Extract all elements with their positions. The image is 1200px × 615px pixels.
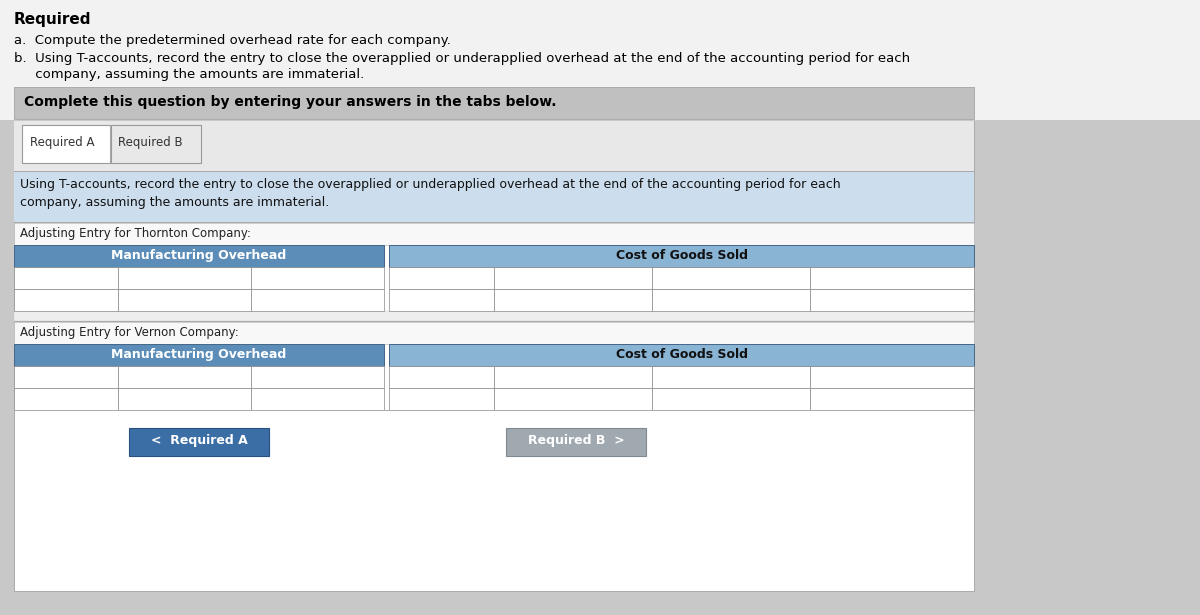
Bar [118,388,251,410]
Text: Required B  >: Required B > [528,434,624,447]
Bar [14,366,118,388]
Bar [653,267,810,289]
Bar [251,388,384,410]
Text: b.  Using T-accounts, record the entry to close the overapplied or underapplied : b. Using T-accounts, record the entry to… [14,52,910,65]
Bar [251,267,384,289]
Text: Required A: Required A [30,136,95,149]
Bar [389,344,974,366]
Bar [14,311,974,321]
Text: Using T-accounts, record the entry to close the overapplied or underapplied over: Using T-accounts, record the entry to cl… [20,178,841,191]
Bar [810,267,974,289]
Bar [0,0,1200,120]
Bar [653,388,810,410]
Bar [14,245,384,267]
Text: a.  Compute the predetermined overhead rate for each company.: a. Compute the predetermined overhead ra… [14,34,451,47]
Bar [653,366,810,388]
Text: Cost of Goods Sold: Cost of Goods Sold [616,249,748,262]
Bar [14,388,118,410]
Bar [653,289,810,311]
Text: company, assuming the amounts are immaterial.: company, assuming the amounts are immate… [20,196,329,209]
Bar [810,289,974,311]
Text: Adjusting Entry for Vernon Company:: Adjusting Entry for Vernon Company: [20,326,239,339]
Bar [14,121,974,171]
Bar [494,388,653,410]
Bar [810,366,974,388]
Text: Adjusting Entry for Thornton Company:: Adjusting Entry for Thornton Company: [20,227,251,240]
Text: Complete this question by entering your answers in the tabs below.: Complete this question by entering your … [24,95,557,109]
Bar [14,223,974,245]
Bar [251,289,384,311]
Bar [506,428,646,456]
Bar [810,388,974,410]
Bar [14,322,974,344]
Text: Manufacturing Overhead: Manufacturing Overhead [112,348,287,361]
Bar [389,388,494,410]
Text: Required: Required [14,12,91,27]
Bar [251,366,384,388]
Bar [14,222,974,223]
Text: <  Required A: < Required A [151,434,247,447]
Text: Cost of Goods Sold: Cost of Goods Sold [616,348,748,361]
Bar [494,366,653,388]
Bar [14,121,974,591]
Bar [14,410,974,411]
Bar [118,289,251,311]
Bar [118,267,251,289]
Bar [14,171,974,172]
Bar [389,267,494,289]
Bar [494,267,653,289]
Bar [494,289,653,311]
Text: Manufacturing Overhead: Manufacturing Overhead [112,249,287,262]
Bar [14,267,118,289]
Bar [389,245,974,267]
Bar [130,428,269,456]
Bar [118,366,251,388]
Bar [14,289,118,311]
Bar [389,289,494,311]
Text: company, assuming the amounts are immaterial.: company, assuming the amounts are immate… [14,68,365,81]
Bar [389,366,494,388]
Bar [22,125,110,163]
Bar [14,87,974,119]
Bar [14,172,974,222]
Bar [14,321,974,322]
Text: Required B: Required B [118,136,182,149]
Bar [112,125,202,163]
Bar [14,344,384,366]
